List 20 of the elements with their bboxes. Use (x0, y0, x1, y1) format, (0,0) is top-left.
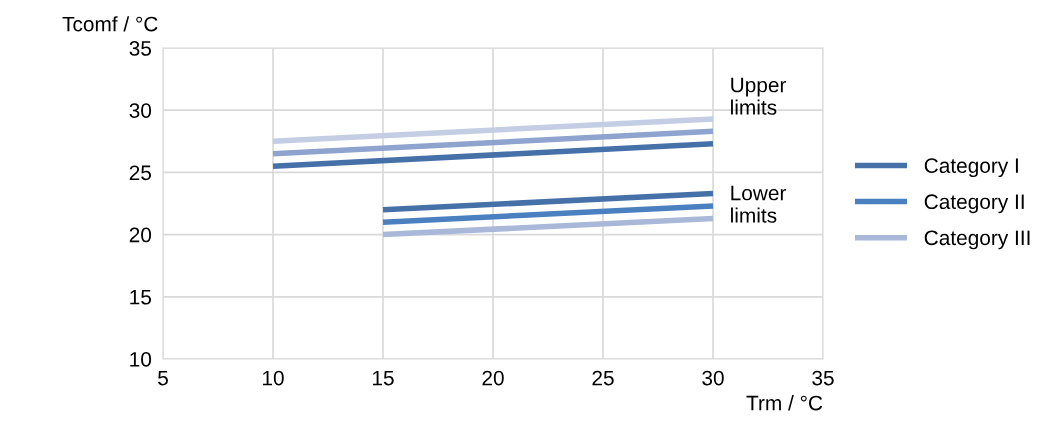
y-tick-label: 25 (129, 165, 152, 181)
x-tick-label: 35 (812, 370, 834, 386)
legend-label: Category II (924, 194, 1024, 214)
x-axis-title: Trm / °C (746, 395, 823, 411)
y-tick-label: 20 (129, 227, 152, 243)
x-tick-label: 25 (592, 370, 614, 386)
annotation: Lower limits (731, 185, 787, 223)
y-tick-label: 10 (130, 352, 152, 367)
x-tick-label: 20 (482, 370, 504, 386)
legend-label: Category I (924, 158, 1018, 178)
x-tick-label: 15 (373, 370, 394, 386)
x-tick-label: 5 (158, 370, 168, 386)
y-axis-title: Tcomf / °C (62, 16, 158, 32)
annotation: Upper limits (731, 77, 787, 115)
y-tick-label: 35 (129, 41, 152, 56)
y-tick-label: 30 (129, 103, 152, 118)
legend-label: Category III (924, 230, 1030, 250)
x-tick-label: 30 (702, 370, 724, 386)
y-tick-label: 15 (130, 290, 152, 305)
x-tick-label: 10 (263, 370, 284, 386)
